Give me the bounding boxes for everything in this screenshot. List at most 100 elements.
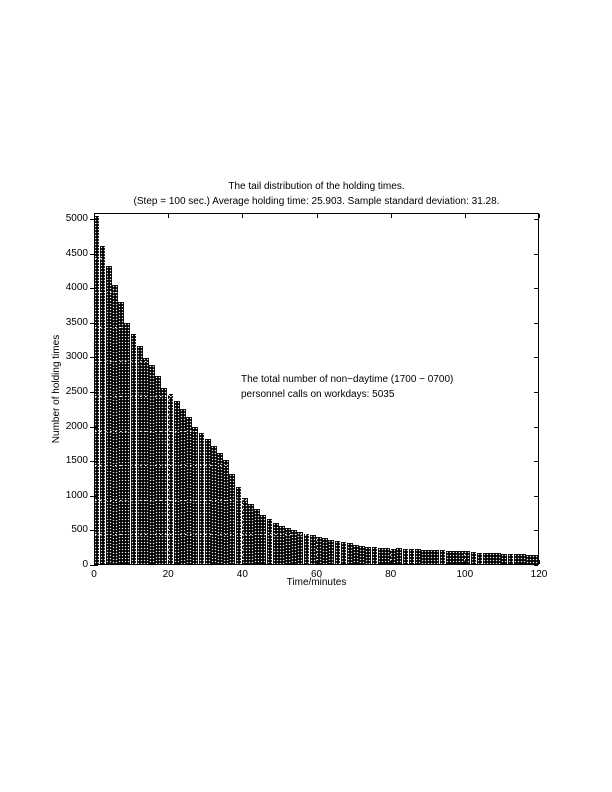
- histogram-bar: [124, 323, 131, 564]
- histogram-bar: [482, 552, 489, 564]
- y-tick-mark-left: [90, 322, 98, 324]
- histogram-bar: [353, 544, 359, 564]
- x-tick-mark-top: [316, 214, 318, 218]
- v-gridline-overlay: [390, 214, 392, 564]
- x-tick-label: 120: [530, 569, 548, 580]
- histogram-bar: [526, 554, 532, 564]
- y-tick-mark-left: [90, 530, 98, 532]
- x-tick-label: 20: [162, 569, 174, 580]
- histogram-bar: [532, 555, 538, 564]
- y-tick-label: 500: [71, 524, 88, 536]
- histogram-bar: [272, 522, 279, 564]
- histogram-bar: [241, 497, 248, 564]
- x-tick-mark-top: [168, 214, 170, 218]
- histogram-bar: [260, 514, 267, 564]
- histogram-bar: [254, 509, 260, 564]
- histogram-bar: [316, 536, 322, 564]
- y-tick-mark-right: [534, 565, 538, 566]
- histogram-bar: [427, 549, 434, 564]
- y-tick-mark-left: [90, 426, 98, 428]
- histogram-bar: [149, 365, 155, 564]
- histogram-bar: [334, 540, 341, 564]
- x-tick-mark-top: [390, 214, 392, 218]
- histogram-bar: [322, 538, 328, 564]
- y-tick-mark-right: [534, 495, 538, 497]
- histogram-bar: [445, 550, 452, 564]
- histogram-bar: [421, 549, 427, 564]
- y-tick-label: 3000: [65, 351, 88, 363]
- y-tick-mark-left: [90, 357, 98, 359]
- x-tick-mark-bottom: [316, 560, 318, 564]
- x-tick-mark-bottom: [390, 560, 392, 564]
- x-tick-mark-top: [464, 214, 466, 218]
- annotation-line-1: The total number of non−daytime (1700 − …: [241, 374, 454, 385]
- x-tick-mark-top: [242, 214, 244, 218]
- histogram-bar: [118, 302, 124, 564]
- x-tick-mark-bottom: [464, 560, 466, 564]
- y-tick-mark-right: [534, 219, 538, 220]
- histogram-bar: [99, 246, 106, 564]
- y-tick-mark-right: [534, 461, 538, 463]
- y-tick-mark-right: [534, 392, 538, 393]
- histogram-bar: [439, 550, 446, 564]
- y-tick-mark-left: [90, 461, 98, 463]
- y-tick-mark-left: [90, 253, 98, 255]
- histogram-bar: [408, 549, 415, 564]
- histogram-bar: [278, 525, 285, 564]
- y-tick-mark-right: [534, 530, 538, 532]
- y-tick-mark-left: [90, 392, 98, 393]
- x-tick-label: 0: [91, 569, 97, 580]
- y-tick-mark-left: [90, 565, 98, 566]
- x-tick-label: 100: [456, 569, 474, 580]
- histogram-bar: [396, 548, 403, 564]
- histogram-bar: [130, 333, 137, 564]
- y-tick-label: 5000: [65, 213, 88, 224]
- histogram-bar: [309, 535, 316, 564]
- histogram-bar: [186, 417, 192, 564]
- histogram-bar: [210, 446, 217, 564]
- x-axis-label: Time/minutes: [286, 577, 347, 588]
- histogram-bar: [519, 554, 526, 564]
- y-tick-label: 1000: [65, 489, 88, 501]
- histogram-bar: [136, 346, 143, 564]
- v-gridline-overlay: [167, 214, 169, 564]
- histogram-bar: [192, 426, 199, 564]
- y-tick-label: 0: [82, 559, 88, 570]
- histogram-bar: [204, 439, 211, 564]
- histogram-bar: [359, 545, 366, 564]
- histogram-bar: [501, 553, 508, 564]
- histogram-bar: [223, 460, 230, 564]
- annotation-text: The total number of non−daytime (1700 − …: [241, 372, 453, 402]
- histogram-bar: [365, 546, 372, 564]
- histogram-bar: [180, 409, 186, 564]
- histogram-bar: [371, 547, 378, 564]
- histogram-bar: [414, 549, 421, 564]
- v-gridline-overlay: [241, 214, 243, 564]
- histogram-bar: [105, 265, 112, 564]
- histogram-bar: [390, 548, 396, 564]
- y-tick-label: 4000: [65, 282, 88, 294]
- annotation-line-2: personnel calls on workdays: 5035: [241, 389, 395, 400]
- title-block: The tail distribution of the holding tim…: [94, 179, 539, 209]
- histogram-bar: [95, 215, 100, 564]
- histogram-bar: [464, 551, 471, 564]
- histogram-bar: [507, 553, 514, 564]
- chart-subtitle: (Step = 100 sec.) Average holding time: …: [133, 196, 500, 207]
- histogram-bar: [476, 552, 483, 564]
- y-tick-mark-right: [534, 357, 538, 359]
- histogram-bar: [383, 548, 390, 564]
- x-tick-mark-bottom: [242, 560, 244, 564]
- x-tick-label: 40: [236, 569, 248, 580]
- histogram-bar: [173, 400, 180, 564]
- histogram-bar: [458, 550, 464, 564]
- histogram-bar: [161, 387, 168, 564]
- x-tick-mark-top: [539, 214, 540, 218]
- y-tick-label: 3500: [65, 316, 88, 328]
- y-tick-label: 2000: [65, 420, 88, 432]
- v-gridline-overlay: [316, 214, 317, 564]
- histogram-bar: [266, 519, 273, 564]
- histogram-bar: [328, 539, 335, 564]
- x-tick-mark-bottom: [94, 560, 95, 564]
- y-tick-mark-right: [534, 322, 538, 324]
